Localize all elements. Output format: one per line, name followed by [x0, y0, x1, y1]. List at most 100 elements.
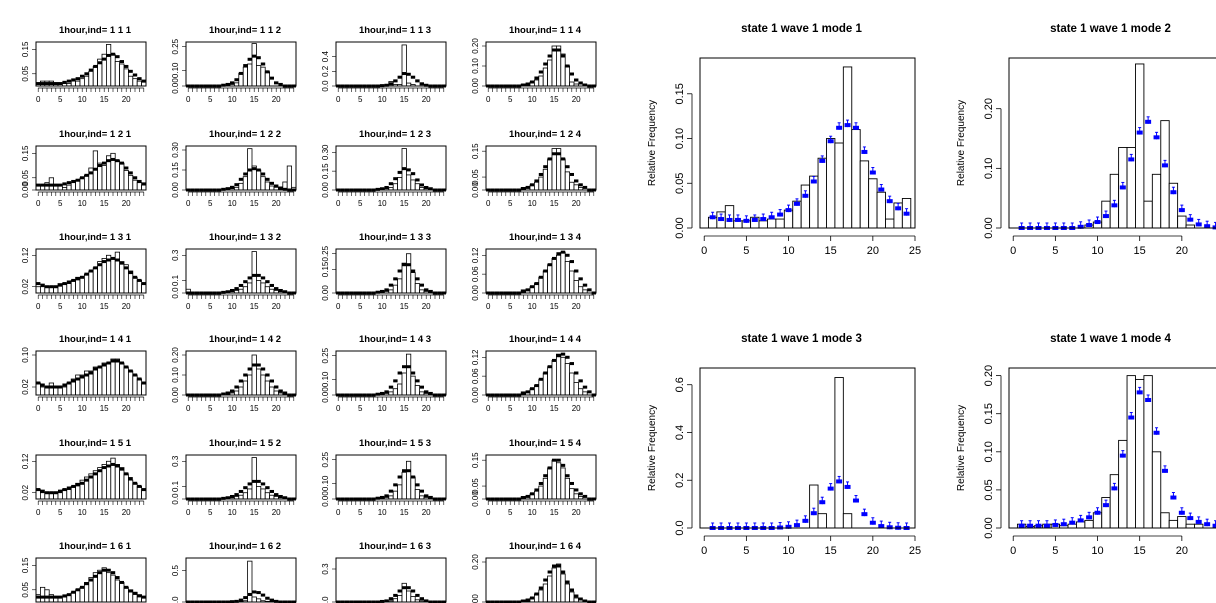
model-point	[97, 571, 102, 575]
x-tick-label: 15	[250, 508, 259, 517]
model-point	[40, 595, 45, 599]
model-point	[62, 488, 67, 492]
model-point	[785, 524, 792, 529]
bar	[106, 572, 112, 603]
model-point	[384, 494, 389, 498]
model-point	[827, 486, 834, 491]
model-point	[44, 385, 50, 389]
model-point	[247, 168, 252, 172]
model-point	[582, 283, 588, 287]
model-point	[115, 55, 120, 59]
x-tick-label: 15	[100, 508, 109, 517]
bar	[40, 586, 46, 603]
model-point	[1102, 214, 1109, 219]
model-point	[71, 78, 76, 82]
bar	[141, 382, 147, 396]
model-point	[106, 361, 111, 365]
model-point	[53, 385, 58, 389]
bar	[84, 273, 90, 294]
bar	[273, 390, 279, 396]
bar	[410, 476, 416, 500]
model-point	[743, 218, 750, 223]
y-tick-label: 0.12	[471, 247, 480, 263]
model-point	[384, 83, 389, 87]
model-point	[419, 82, 424, 86]
panel-frame	[485, 145, 597, 191]
bar	[101, 165, 107, 191]
model-point	[66, 381, 72, 385]
model-point	[582, 83, 588, 87]
panel-title: 1hour,ind= 1 1 3	[359, 25, 431, 36]
x-tick-label: 5	[358, 95, 363, 104]
panel-frame	[485, 557, 597, 603]
model-point	[97, 164, 102, 168]
model-point	[256, 168, 261, 172]
model-point	[410, 75, 416, 79]
model-point	[380, 187, 385, 191]
model-point	[36, 183, 41, 187]
x-tick-label: 0	[701, 545, 707, 557]
bar	[260, 66, 266, 87]
model-point	[97, 263, 102, 267]
model-point	[256, 273, 261, 277]
model-point	[1195, 222, 1202, 227]
x-tick-label: 0	[1010, 245, 1016, 257]
bar	[238, 386, 244, 396]
x-tick-label: 10	[228, 404, 237, 413]
model-point	[102, 161, 107, 165]
model-point	[106, 464, 111, 468]
bar	[70, 80, 76, 87]
y-tick-label: 0.1	[171, 274, 180, 286]
model-point	[424, 494, 429, 498]
panel-frame	[35, 557, 147, 603]
bar	[110, 53, 116, 87]
model-point	[137, 77, 142, 81]
x-tick-label: 20	[572, 95, 581, 104]
bar	[569, 181, 575, 191]
bar	[569, 270, 575, 294]
x-tick-label: 0	[186, 302, 191, 311]
model-point	[565, 580, 570, 584]
x-tick-label: 10	[378, 199, 387, 208]
model-point	[58, 283, 63, 287]
model-point	[538, 172, 544, 176]
model-point	[124, 64, 129, 68]
x-tick-label: 0	[186, 199, 191, 208]
bar	[534, 490, 540, 500]
x-tick-label: 20	[122, 199, 131, 208]
x-tick-label: 5	[743, 245, 749, 257]
x-tick-label: 20	[1176, 545, 1188, 557]
model-point	[574, 78, 579, 82]
x-tick-label: 15	[250, 95, 259, 104]
bar	[97, 366, 103, 396]
model-point	[878, 187, 885, 192]
x-tick-label: 10	[378, 95, 387, 104]
bar	[1151, 173, 1162, 229]
model-point	[84, 72, 89, 76]
model-point	[75, 178, 80, 182]
bar	[547, 575, 553, 603]
y-tick-label: 0.00	[321, 491, 330, 507]
model-point	[80, 74, 85, 78]
model-point	[895, 206, 902, 211]
y-tick-label: 0.15	[171, 162, 180, 178]
bar	[97, 569, 103, 603]
model-point	[265, 70, 270, 74]
bar	[392, 490, 399, 500]
model-point	[58, 489, 63, 493]
model-point	[1161, 468, 1168, 473]
bar	[119, 63, 125, 87]
model-point	[66, 79, 72, 83]
bar	[123, 366, 129, 396]
y-tick-label: 0.12	[471, 349, 480, 365]
model-point	[397, 75, 402, 79]
panel-frame	[185, 41, 297, 87]
x-tick-label: 10	[1091, 245, 1103, 257]
bar	[251, 251, 257, 294]
x-tick-label: 20	[422, 95, 431, 104]
model-point	[543, 371, 548, 375]
model-point	[1195, 519, 1202, 524]
model-point	[393, 79, 398, 83]
y-tick-label: 0.05	[21, 581, 30, 597]
model-point	[84, 582, 89, 586]
